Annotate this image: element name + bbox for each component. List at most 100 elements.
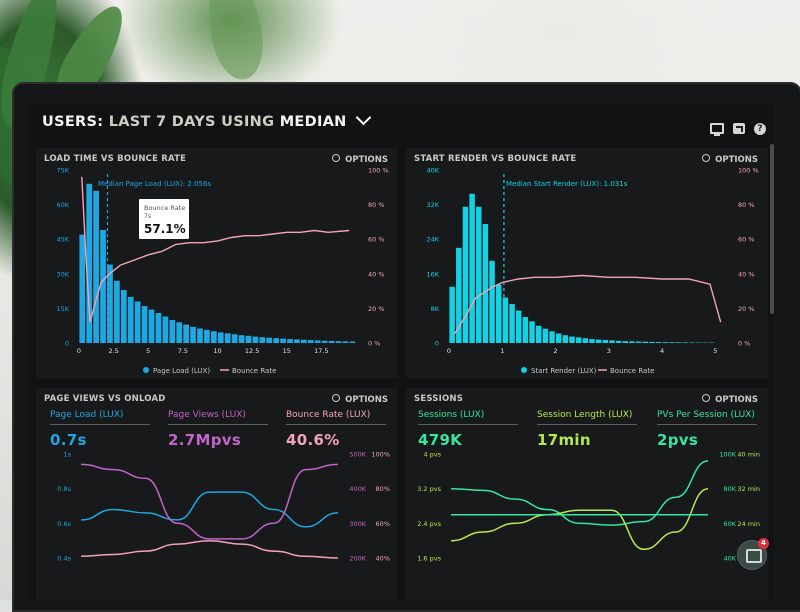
legend-item: Page Load (LUX): [153, 367, 210, 375]
histogram-bar: [689, 342, 694, 343]
panel-page-views: PAGE VIEWS VS ONLOAD OPTIONS Page Load (…: [36, 388, 398, 600]
histogram-bar: [662, 342, 667, 343]
share-icon[interactable]: [733, 123, 745, 134]
histogram-bar: [266, 338, 272, 343]
y3-tick-label: 24 min: [737, 520, 760, 528]
histogram-bar: [308, 340, 314, 343]
notification-badge: 4: [758, 538, 769, 549]
series-line: [451, 461, 708, 525]
histogram-bar: [163, 316, 169, 343]
x-tick-label: 2: [553, 347, 557, 355]
histogram-bar: [629, 341, 634, 343]
monitor-icon[interactable]: [710, 123, 724, 134]
y2-tick-label: 80 %: [738, 201, 755, 209]
histogram-bar: [190, 327, 196, 343]
histogram-bar: [589, 339, 594, 343]
y2-tick-label: 40 %: [738, 270, 755, 278]
histogram-bar: [636, 342, 641, 343]
x-tick-label: 2.5: [108, 347, 118, 355]
y2-tick-label: 100 %: [368, 167, 389, 175]
histogram-bar: [536, 326, 541, 343]
histogram-bar: [239, 335, 245, 343]
histogram-bar: [529, 321, 534, 343]
histogram-bar: [197, 328, 203, 343]
histogram-bar: [616, 341, 621, 343]
chevron-down-icon[interactable]: [356, 110, 372, 126]
x-tick-label: 15: [283, 347, 291, 355]
x-tick-label: 12.5: [245, 347, 259, 355]
histogram-bar: [603, 340, 608, 343]
title-stat: MEDIAN: [280, 114, 347, 130]
histogram-bar: [609, 340, 614, 343]
histogram-bar: [176, 322, 182, 343]
tooltip-sub: 7s: [144, 213, 151, 220]
histogram-bar: [280, 339, 286, 343]
median-label: Median Start Render (LUX): 1.031s: [506, 180, 628, 188]
panel-sessions: SESSIONS OPTIONS Sessions (LUX) 479K Ses…: [406, 388, 768, 600]
y-tick-label: 3.2 pvs: [417, 485, 441, 493]
histogram-bar: [294, 339, 300, 343]
histogram-bar: [183, 325, 189, 343]
histogram-bar: [649, 342, 654, 343]
histogram-bar: [79, 235, 85, 343]
x-tick-label: 0: [447, 347, 451, 355]
y2-tick-label: 400K: [349, 485, 366, 493]
legend: Page Load (LUX) Bounce Rate: [143, 367, 276, 375]
y3-tick-label: 80%: [376, 485, 390, 493]
scrollbar[interactable]: [770, 144, 774, 314]
histogram-bar: [669, 342, 674, 343]
y3-tick-label: 60%: [376, 520, 390, 528]
title-using: USING: [221, 114, 274, 130]
histogram-bar: [211, 331, 217, 343]
y-tick-label: 0.6s: [57, 520, 71, 528]
y-tick-label: 2.4 pvs: [417, 520, 441, 528]
page-title[interactable]: USERS: LAST 7 DAYS USING MEDIAN: [42, 114, 369, 130]
y3-tick-label: 100%: [371, 451, 390, 459]
y-tick-label: 1.6 pvs: [417, 555, 441, 563]
histogram-bar: [563, 335, 568, 343]
y2-tick-label: 100 %: [738, 167, 759, 175]
y2-tick-label: 20 %: [368, 305, 385, 313]
legend: Start Render (LUX) Bounce Rate: [521, 367, 654, 375]
y2-tick-label: 40K: [723, 555, 736, 563]
histogram-bar: [509, 304, 514, 343]
histogram-bar: [676, 342, 681, 343]
panel-start-render: START RENDER VS BOUNCE RATE OPTIONS Medi…: [406, 148, 768, 378]
series-line: [81, 541, 338, 558]
y-tick-label: 40K: [426, 167, 439, 175]
histogram-bar: [343, 341, 349, 343]
median-label: Median Page Load (LUX): 2.056s: [98, 180, 211, 188]
y2-tick-label: 40 %: [368, 270, 385, 278]
help-icon[interactable]: ?: [754, 123, 766, 135]
histogram-bar: [253, 337, 259, 343]
x-tick-label: 17.5: [314, 347, 328, 355]
x-tick-label: 0: [77, 347, 81, 355]
x-tick-label: 7.5: [178, 347, 188, 355]
histogram-bar: [576, 337, 581, 343]
y-tick-label: 4 pvs: [423, 451, 441, 459]
y-tick-label: 60K: [56, 201, 69, 209]
histogram-bar: [523, 317, 528, 343]
histogram-bar: [489, 261, 494, 343]
legend-item: Bounce Rate: [232, 367, 276, 375]
y-tick-label: 0: [435, 340, 439, 348]
title-users: USERS:: [42, 114, 103, 130]
histogram-bar: [556, 333, 561, 343]
header-actions: ?: [710, 123, 766, 135]
histogram-bar: [329, 341, 335, 343]
series-line: [451, 489, 708, 550]
y2-tick-label: 20 %: [738, 305, 755, 313]
histogram-bar: [301, 340, 307, 343]
y-tick-label: 24K: [426, 236, 439, 244]
histogram-bar: [583, 338, 588, 343]
histogram-bar: [463, 207, 468, 343]
histogram-bar: [121, 290, 127, 343]
histogram-bar: [246, 336, 252, 343]
y2-tick-label: 60 %: [738, 236, 755, 244]
histogram-bar: [169, 320, 175, 343]
legend-item: Bounce Rate: [610, 367, 654, 375]
x-tick-label: 5: [146, 347, 150, 355]
x-tick-label: 1: [500, 347, 504, 355]
series-line: [81, 464, 338, 539]
histogram-bar: [149, 310, 155, 343]
